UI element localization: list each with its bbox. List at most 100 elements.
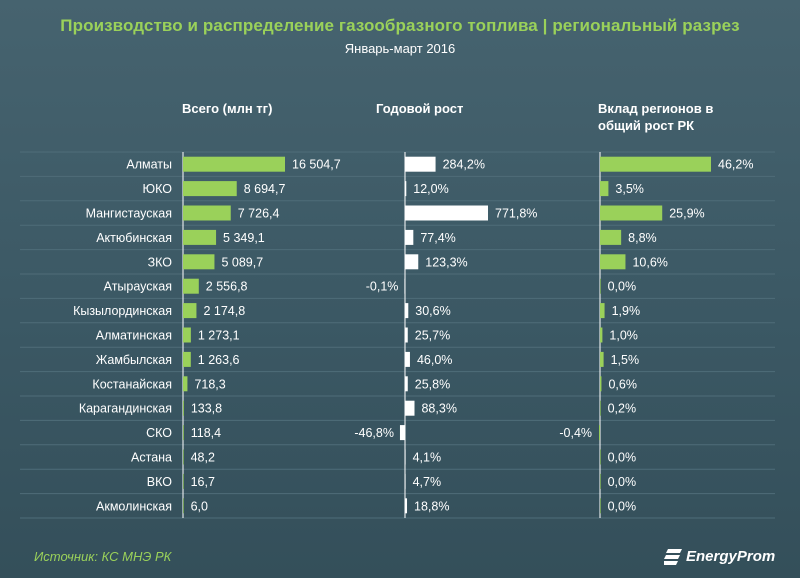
contribution-value-label: 3,5% bbox=[615, 182, 644, 196]
contribution-bar bbox=[600, 156, 711, 172]
category-label: Мангистауская bbox=[86, 207, 172, 221]
total-value-label: 133,8 bbox=[191, 402, 222, 416]
growth-bar bbox=[399, 425, 405, 441]
total-bar bbox=[183, 449, 184, 465]
total-bar bbox=[183, 376, 188, 392]
logo-text: EnergyProm bbox=[686, 548, 776, 565]
category-label: ВКО bbox=[147, 475, 172, 489]
contribution-value-label: 8,8% bbox=[628, 231, 657, 245]
growth-value-label: 46,0% bbox=[417, 353, 452, 367]
total-value-label: 118,4 bbox=[191, 426, 221, 440]
category-label: Карагандинская bbox=[79, 402, 172, 416]
contribution-bar bbox=[600, 473, 601, 489]
category-label: Жамбылская bbox=[96, 353, 172, 367]
chart-subtitle: Январь-март 2016 bbox=[344, 41, 456, 56]
contribution-bar bbox=[600, 351, 604, 367]
growth-value-label: 25,8% bbox=[415, 377, 450, 391]
contribution-bar bbox=[600, 327, 603, 343]
contribution-value-label: 0,0% bbox=[608, 475, 637, 489]
contribution-value-label: 10,6% bbox=[632, 255, 667, 269]
contribution-bar bbox=[600, 303, 605, 319]
total-value-label: 1 263,6 bbox=[198, 353, 240, 367]
contribution-bar bbox=[600, 205, 663, 221]
contribution-value-label: 0,6% bbox=[608, 377, 637, 391]
total-bar bbox=[183, 473, 184, 489]
contribution-value-label: 0,0% bbox=[608, 451, 637, 465]
total-bar bbox=[183, 156, 285, 172]
growth-bar bbox=[405, 303, 409, 319]
category-label: Алматинская bbox=[96, 329, 172, 343]
total-value-label: 6,0 bbox=[191, 499, 208, 513]
growth-bar bbox=[405, 376, 408, 392]
energyprom-logo: EnergyProm bbox=[664, 548, 775, 565]
category-label: Атырауская bbox=[104, 280, 172, 294]
growth-value-label: 123,3% bbox=[425, 255, 467, 269]
category-label: Алматы bbox=[126, 158, 172, 172]
contribution-bar bbox=[600, 449, 601, 465]
growth-value-label: 4,1% bbox=[413, 451, 442, 465]
contribution-value-label: 25,9% bbox=[669, 207, 704, 221]
growth-bar bbox=[405, 351, 410, 367]
growth-bar bbox=[405, 156, 436, 172]
growth-value-label: -0,1% bbox=[366, 280, 399, 294]
growth-value-label: 18,8% bbox=[414, 499, 449, 513]
total-value-label: 16 504,7 bbox=[292, 158, 341, 172]
category-label: ЮКО bbox=[143, 182, 173, 196]
contribution-bar bbox=[600, 229, 622, 245]
contribution-bar bbox=[599, 425, 600, 441]
contribution-bar bbox=[600, 181, 609, 197]
total-bar bbox=[183, 278, 199, 294]
total-value-label: 718,3 bbox=[194, 377, 225, 391]
growth-value-label: 25,7% bbox=[415, 329, 450, 343]
growth-bar bbox=[405, 327, 408, 343]
total-value-label: 2 556,8 bbox=[206, 280, 248, 294]
growth-bar bbox=[405, 181, 407, 197]
category-label: Костанайская bbox=[92, 377, 172, 391]
total-bar bbox=[183, 181, 237, 197]
total-bar bbox=[183, 498, 184, 514]
column-header-contribution-line2: общий рост РК bbox=[598, 118, 695, 133]
contribution-value-label: 1,9% bbox=[612, 304, 641, 318]
category-label: СКО bbox=[146, 426, 172, 440]
growth-bar bbox=[405, 498, 408, 514]
total-value-label: 8 694,7 bbox=[244, 182, 286, 196]
category-label: Акмолинская bbox=[96, 499, 172, 513]
contribution-bar bbox=[600, 254, 626, 270]
total-bar bbox=[183, 400, 184, 416]
column-header-growth: Годовой рост bbox=[376, 101, 464, 116]
growth-bar bbox=[405, 473, 406, 489]
total-bar bbox=[183, 254, 215, 270]
total-bar bbox=[183, 303, 197, 319]
contribution-value-label: 1,5% bbox=[611, 353, 640, 367]
total-value-label: 48,2 bbox=[191, 451, 215, 465]
growth-value-label: 30,6% bbox=[415, 304, 450, 318]
growth-value-label: 12,0% bbox=[413, 182, 448, 196]
total-bar bbox=[183, 425, 184, 441]
contribution-value-label: 0,0% bbox=[608, 280, 637, 294]
total-value-label: 1 273,1 bbox=[198, 329, 240, 343]
contribution-value-label: 1,0% bbox=[609, 329, 638, 343]
growth-value-label: 77,4% bbox=[420, 231, 455, 245]
total-bar bbox=[183, 229, 217, 245]
source-note: Источник: КС МНЭ РК bbox=[34, 549, 172, 564]
column-header-contribution-line1: Вклад регионов в bbox=[598, 101, 714, 116]
total-value-label: 5 349,1 bbox=[223, 231, 265, 245]
growth-bar bbox=[405, 254, 419, 270]
category-label: ЗКО bbox=[148, 255, 173, 269]
contribution-value-label: 0,0% bbox=[608, 499, 637, 513]
category-label: Актюбинская bbox=[96, 231, 172, 245]
total-value-label: 2 174,8 bbox=[203, 304, 245, 318]
contribution-value-label: 0,2% bbox=[608, 402, 637, 416]
column-header-total: Всего (млн тг) bbox=[182, 101, 273, 116]
column-header-contribution: Вклад регионов в общий рост РК bbox=[598, 100, 713, 134]
contribution-bar bbox=[600, 376, 602, 392]
category-label: Астана bbox=[131, 451, 172, 465]
contribution-value-label: 46,2% bbox=[718, 158, 753, 172]
contribution-value-label: -0,4% bbox=[559, 426, 592, 440]
growth-value-label: 88,3% bbox=[421, 402, 456, 416]
growth-value-label: 4,7% bbox=[413, 475, 442, 489]
contribution-bar bbox=[600, 278, 601, 294]
chart-title: Производство и распределение газообразно… bbox=[60, 16, 740, 35]
